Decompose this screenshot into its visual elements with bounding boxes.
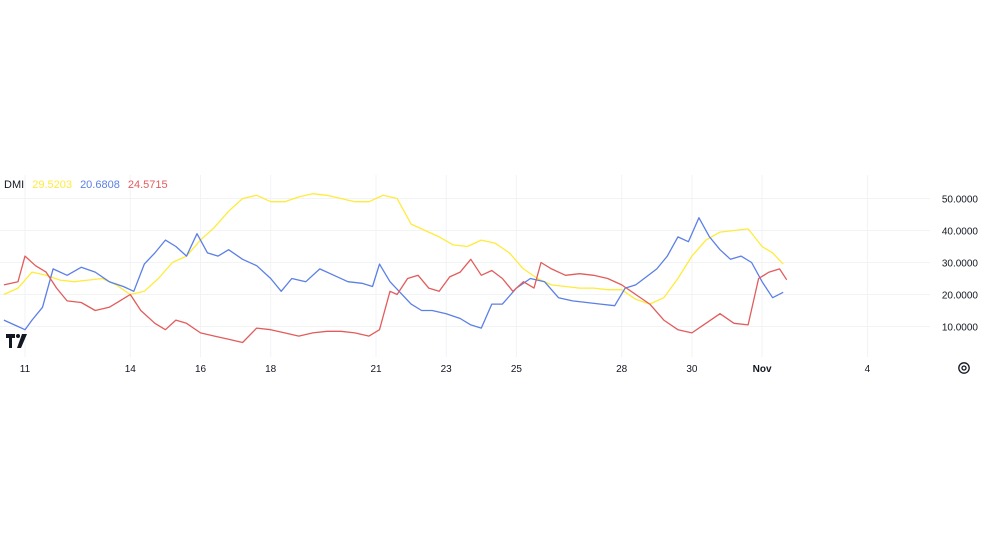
chart-series	[3, 193, 788, 344]
legend-indicator-name: DMI	[4, 179, 25, 191]
legend-adx-value: 29.5203	[32, 179, 72, 191]
series-line-adx	[3, 193, 784, 305]
x-tick-label: 14	[125, 364, 137, 375]
x-tick-label: 11	[20, 364, 31, 375]
x-tick-label: 25	[511, 364, 523, 375]
legend-minus-di-value: 24.5715	[127, 179, 168, 191]
x-tick-label: Nov	[753, 364, 772, 375]
x-tick-label: 4	[865, 364, 871, 375]
y-tick-label: 50.0000	[942, 195, 979, 206]
x-tick-label: 23	[441, 364, 453, 375]
chart-legend: DMI 29.5203 20.6808 24.5715	[4, 179, 173, 191]
y-tick-label: 30.0000	[942, 259, 979, 270]
y-tick-label: 40.0000	[942, 227, 979, 238]
x-tick-label: 28	[616, 364, 628, 375]
gear-icon[interactable]	[957, 361, 971, 375]
x-tick-label: 30	[686, 364, 698, 375]
tradingview-logo-icon[interactable]	[6, 334, 30, 348]
series-line-plus_di	[3, 217, 784, 331]
y-tick-label: 20.0000	[942, 291, 979, 302]
x-tick-label: 16	[195, 364, 207, 375]
chart-grid	[0, 175, 930, 357]
x-tick-label: 18	[265, 364, 277, 375]
y-axis: 10.0000 20.0000 30.0000 40.0000 50.0000	[942, 195, 979, 334]
x-tick-label: 21	[370, 364, 382, 375]
series-line-minus_di	[3, 255, 788, 344]
legend-plus-di-value: 20.6808	[80, 179, 120, 191]
x-axis: 11 14 16 18 21 23 25 28 30 Nov 4	[20, 364, 871, 375]
y-tick-label: 10.0000	[942, 323, 979, 334]
